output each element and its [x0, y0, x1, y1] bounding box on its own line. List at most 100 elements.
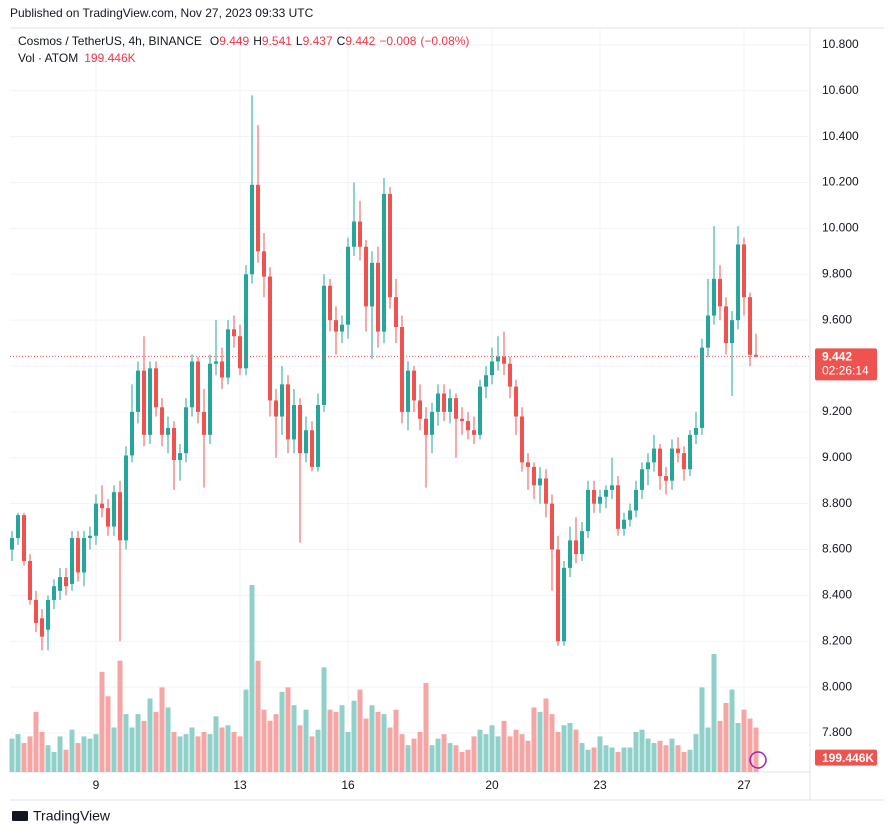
- candle-body: [184, 407, 188, 454]
- volume-bar: [717, 720, 723, 772]
- candle-body: [250, 184, 254, 275]
- volume-bar: [237, 736, 243, 772]
- candle-body: [154, 368, 158, 408]
- volume-bar: [603, 745, 609, 772]
- candle-body: [574, 540, 578, 555]
- candle-body: [388, 193, 392, 298]
- countdown: 02:26:14: [822, 364, 869, 378]
- ohlc-value: 9.541: [262, 34, 292, 48]
- candle-body: [280, 384, 284, 417]
- volume-bar: [585, 749, 591, 772]
- change-pct: (−0.08%): [420, 34, 469, 48]
- volume-bar: [183, 734, 189, 772]
- ohlc-value: 9.437: [303, 34, 333, 48]
- volume-bar: [669, 738, 675, 772]
- volume-bar: [753, 727, 759, 772]
- volume-bar: [477, 729, 483, 772]
- volume-bar: [21, 743, 27, 772]
- candle-body: [532, 466, 536, 486]
- candle-body: [136, 370, 140, 412]
- candle-body: [178, 453, 182, 461]
- volume-bar: [333, 711, 339, 772]
- volume-bar: [597, 736, 603, 772]
- volume-bar: [651, 743, 657, 772]
- candle-body: [328, 285, 332, 321]
- volume-bar: [111, 727, 117, 772]
- volume-bar: [63, 749, 69, 772]
- candle-body: [694, 427, 698, 435]
- candle-body: [130, 411, 134, 456]
- volume-bar: [681, 751, 687, 772]
- candle-body: [736, 244, 740, 321]
- volume-bar: [615, 751, 621, 772]
- volume-bar: [447, 743, 453, 772]
- candle-body: [754, 354, 758, 357]
- candle-body: [16, 515, 20, 539]
- volume-bar: [231, 731, 237, 772]
- candle-body: [466, 421, 470, 431]
- volume-bar: [123, 714, 129, 772]
- candle-body: [724, 306, 728, 344]
- x-tick-label: 20: [485, 778, 499, 792]
- candle-body: [352, 221, 356, 247]
- volume-bar: [261, 709, 267, 772]
- candle-body: [580, 531, 584, 555]
- volume-bar: [675, 745, 681, 772]
- candle-body: [442, 393, 446, 412]
- candle-body: [166, 427, 170, 435]
- candle-body: [274, 400, 278, 417]
- volume-bar: [189, 727, 195, 772]
- volume-bar: [411, 738, 417, 772]
- candle-body: [604, 489, 608, 497]
- candle-body: [586, 489, 590, 532]
- candle-body: [436, 393, 440, 412]
- volume-bar: [303, 709, 309, 772]
- published-note: Published on TradingView.com, Nov 27, 20…: [10, 6, 314, 20]
- x-tick-label: 27: [737, 778, 751, 792]
- volume-bar: [729, 689, 735, 772]
- volume-bar: [543, 698, 549, 772]
- candle-body: [664, 476, 668, 481]
- candle-body: [592, 489, 596, 504]
- y-tick-label: 8.200: [822, 633, 852, 647]
- volume-bar: [9, 738, 15, 772]
- candle-body: [748, 297, 752, 355]
- volume-value: 199.446K: [84, 51, 135, 65]
- candle-body: [316, 405, 320, 467]
- volume-bar: [69, 729, 75, 772]
- volume-bar: [627, 747, 633, 772]
- candle-body: [346, 246, 350, 325]
- candle-body: [376, 262, 380, 332]
- volume-bar: [159, 687, 165, 772]
- candle-body: [622, 519, 626, 529]
- volume-bar: [363, 718, 369, 772]
- y-tick-label: 9.200: [822, 404, 852, 418]
- candle-body: [562, 567, 566, 642]
- volume-tag: [815, 749, 877, 766]
- candle-body: [112, 492, 116, 527]
- candle-body: [46, 599, 50, 630]
- candle-body: [40, 618, 44, 637]
- candle-body: [28, 560, 32, 600]
- volume-bar: [165, 707, 171, 772]
- candle-body: [70, 538, 74, 584]
- y-tick-label: 9.600: [822, 312, 852, 326]
- volume-bar: [405, 745, 411, 772]
- volume-bar: [243, 689, 249, 772]
- candle-body: [682, 453, 686, 470]
- volume-bar: [459, 751, 465, 772]
- candle-body: [322, 285, 326, 406]
- legend: Cosmos / TetherUS, 4h, BINANCE O9.449 H9.5…: [18, 34, 469, 48]
- candle-body: [394, 297, 398, 328]
- candle-body: [244, 274, 248, 369]
- volume-bar: [357, 689, 363, 772]
- volume-bar: [501, 720, 507, 772]
- candle-body: [544, 478, 548, 504]
- candle-body: [220, 361, 224, 378]
- volume-bar: [27, 736, 33, 772]
- volume-bar: [399, 734, 405, 772]
- change: −0.008: [379, 34, 416, 48]
- candle-body: [700, 347, 704, 428]
- candle-body: [268, 276, 272, 401]
